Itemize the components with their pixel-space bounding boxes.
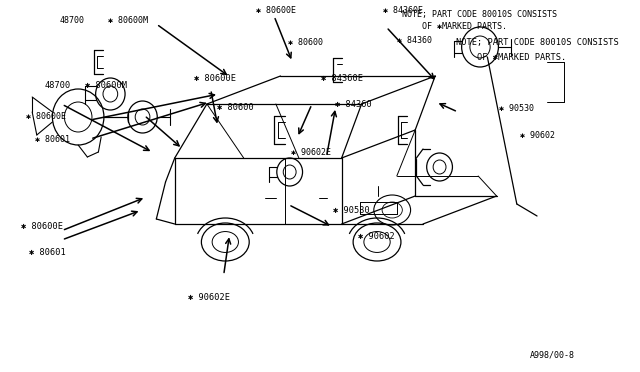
Text: ✱ 80600E: ✱ 80600E xyxy=(194,74,236,83)
Text: ✱ 80600: ✱ 80600 xyxy=(216,103,253,112)
Text: ✱ 84360E: ✱ 84360E xyxy=(383,6,422,15)
Text: ✱ 80601: ✱ 80601 xyxy=(35,135,70,144)
Text: NOTE; PART CODE 80010S CONSISTS: NOTE; PART CODE 80010S CONSISTS xyxy=(402,10,557,19)
Text: ✱ 90602E: ✱ 90602E xyxy=(188,293,230,302)
Text: OF ✱MARKED PARTS.: OF ✱MARKED PARTS. xyxy=(402,22,507,31)
Text: ✱ 90602E: ✱ 90602E xyxy=(291,148,331,157)
Text: 48700: 48700 xyxy=(44,81,70,90)
Text: ✱ 84360: ✱ 84360 xyxy=(335,100,372,109)
Text: A998/00-8: A998/00-8 xyxy=(530,351,575,360)
Text: ✱ 80600E: ✱ 80600E xyxy=(26,112,66,121)
Text: OF ✱MARKED PARTS.: OF ✱MARKED PARTS. xyxy=(456,53,567,62)
Text: ✱ 80600E: ✱ 80600E xyxy=(20,222,63,231)
Text: NOTE; PART CODE 80010S CONSISTS: NOTE; PART CODE 80010S CONSISTS xyxy=(456,38,620,47)
Text: ✱ 90530: ✱ 90530 xyxy=(333,206,369,215)
Text: 48700: 48700 xyxy=(60,16,84,25)
Text: ✱ 80600M: ✱ 80600M xyxy=(108,16,148,25)
Text: ✱ 84360: ✱ 84360 xyxy=(397,35,432,45)
Text: ✱ 80600: ✱ 80600 xyxy=(288,38,323,46)
Text: ✱ 80601: ✱ 80601 xyxy=(29,248,66,257)
Text: ✱ 80600M: ✱ 80600M xyxy=(85,81,127,90)
Text: ✱ 90602: ✱ 90602 xyxy=(358,232,395,241)
Text: ✱ 90602: ✱ 90602 xyxy=(520,131,555,140)
Text: ✱ 84360E: ✱ 84360E xyxy=(321,74,363,83)
Text: ✱ 90530: ✱ 90530 xyxy=(499,103,534,112)
Text: ✱ 80600E: ✱ 80600E xyxy=(255,6,296,15)
